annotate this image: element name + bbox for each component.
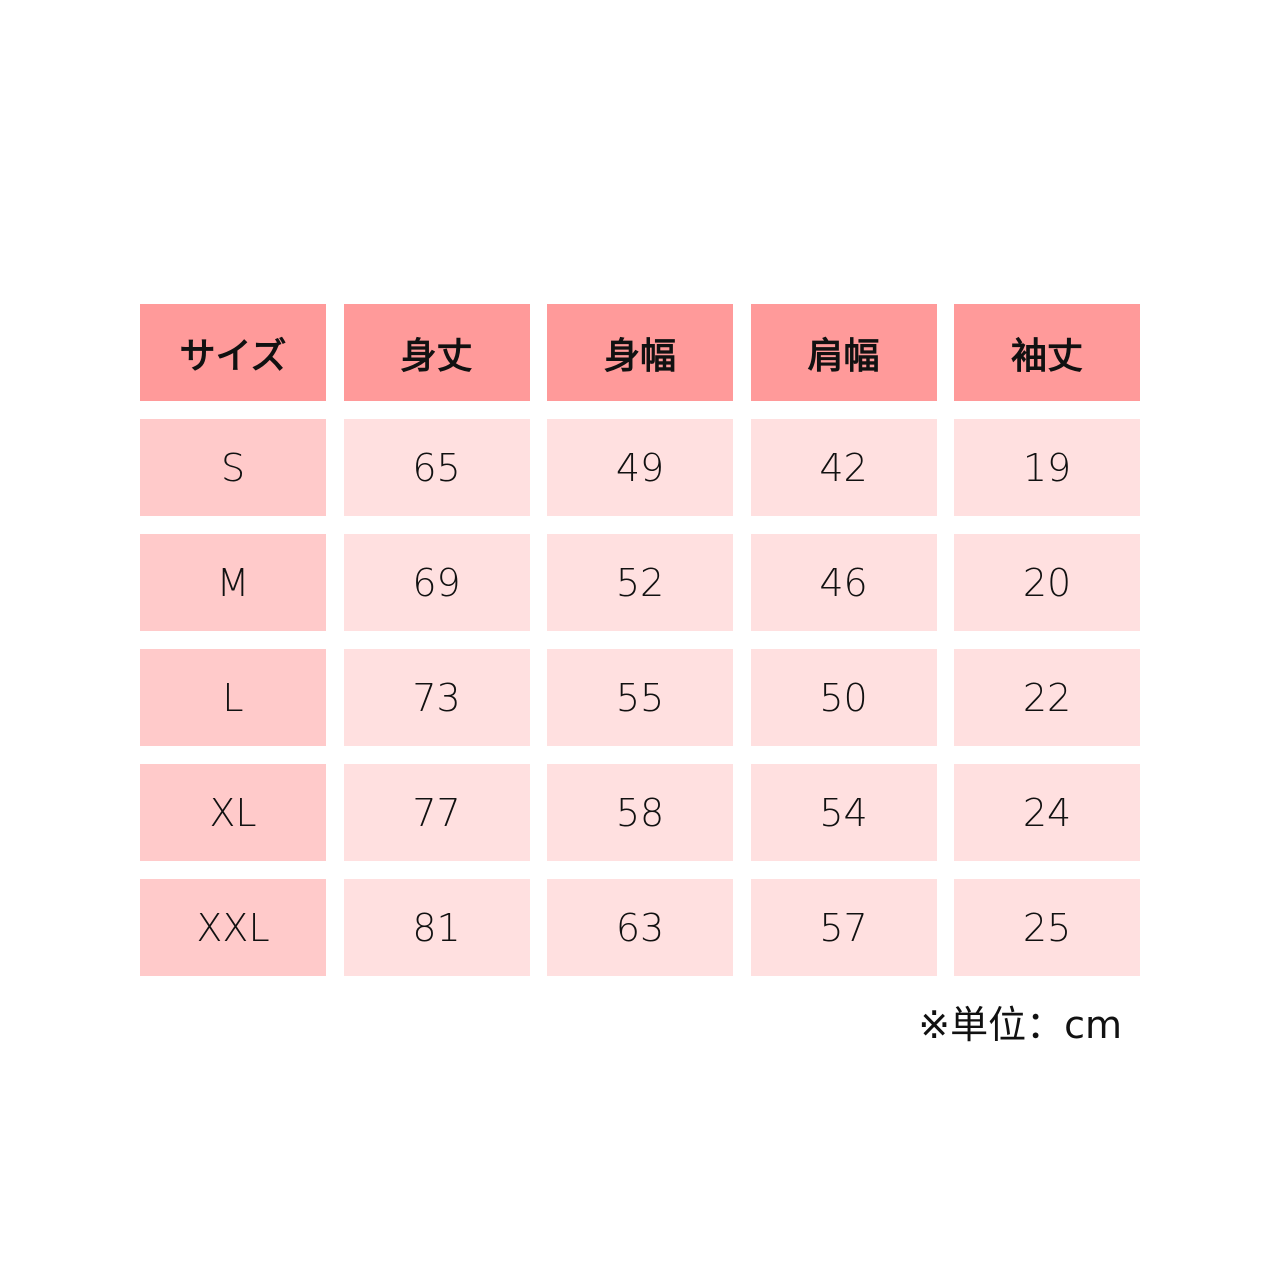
- measurement-cell: 20: [954, 534, 1140, 631]
- measurement-cell: 73: [343, 649, 530, 746]
- column-header: サイズ: [140, 304, 326, 401]
- measurement-cell: 42: [750, 419, 937, 516]
- size-label-cell: XXL: [140, 879, 326, 976]
- measurement-cell: 22: [954, 649, 1140, 746]
- size-label-cell: XL: [140, 764, 326, 861]
- measurement-cell: 58: [547, 764, 733, 861]
- measurement-cell: 24: [954, 764, 1140, 861]
- column-header: 身丈: [343, 304, 530, 401]
- measurement-cell: 50: [750, 649, 937, 746]
- measurement-cell: 25: [954, 879, 1140, 976]
- measurement-cell: 57: [750, 879, 937, 976]
- measurement-cell: 63: [547, 879, 733, 976]
- column-header: 袖丈: [954, 304, 1140, 401]
- measurement-cell: 46: [750, 534, 937, 631]
- size-chart-table: サイズ 身丈 身幅 肩幅 袖丈 S 65 49 42 19 M 69 52 46 20 L 73 55 50 22 XL…: [140, 304, 1140, 976]
- measurement-cell: 52: [547, 534, 733, 631]
- measurement-cell: 19: [954, 419, 1140, 516]
- size-label-cell: M: [140, 534, 326, 631]
- size-label-cell: L: [140, 649, 326, 746]
- measurement-cell: 77: [343, 764, 530, 861]
- measurement-cell: 81: [343, 879, 530, 976]
- column-header: 身幅: [547, 304, 733, 401]
- measurement-cell: 54: [750, 764, 937, 861]
- unit-note: ※単位：cm: [918, 1003, 1122, 1047]
- measurement-cell: 69: [343, 534, 530, 631]
- measurement-cell: 55: [547, 649, 733, 746]
- column-header: 肩幅: [750, 304, 937, 401]
- size-label-cell: S: [140, 419, 326, 516]
- measurement-cell: 65: [343, 419, 530, 516]
- measurement-cell: 49: [547, 419, 733, 516]
